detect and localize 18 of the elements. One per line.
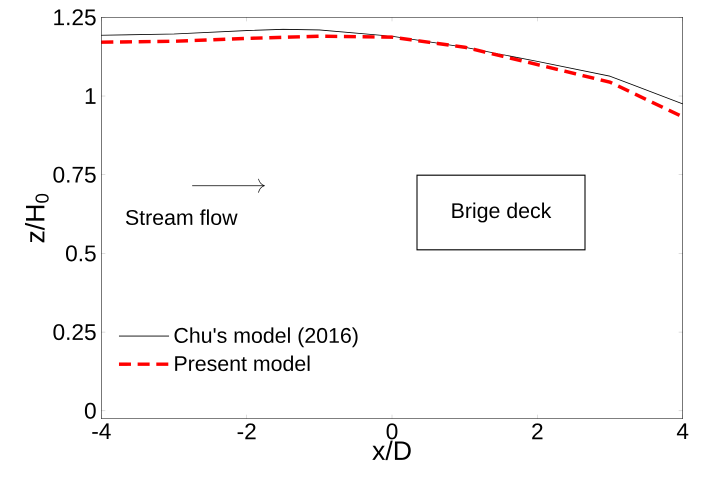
legend-label: Chu's model (2016)	[174, 327, 358, 348]
y-tick-label: 0.75	[53, 166, 96, 183]
x-tick-label: -2	[238, 423, 256, 440]
y-tick-label: 0	[84, 402, 96, 419]
x-tick-label: 4	[676, 423, 688, 439]
line-series	[101, 34, 683, 118]
legend-label: Present model	[175, 355, 310, 371]
x-tick-label: 2	[532, 423, 542, 440]
y-tick-label: 0.5	[66, 245, 96, 262]
x-axis-title: x/D	[372, 440, 411, 460]
x-tick-label: 0	[386, 423, 398, 440]
y-tick-label: 0.25	[53, 324, 96, 340]
y-axis-title: z/H$_{0}$	[25, 194, 49, 242]
annotation: Stream flow	[126, 209, 238, 225]
y-tick-label: 1	[86, 88, 96, 104]
x-tick-label: -4	[92, 423, 111, 439]
y-tick-label: 1.25	[54, 9, 96, 26]
annotation: Brige deck	[452, 202, 552, 222]
